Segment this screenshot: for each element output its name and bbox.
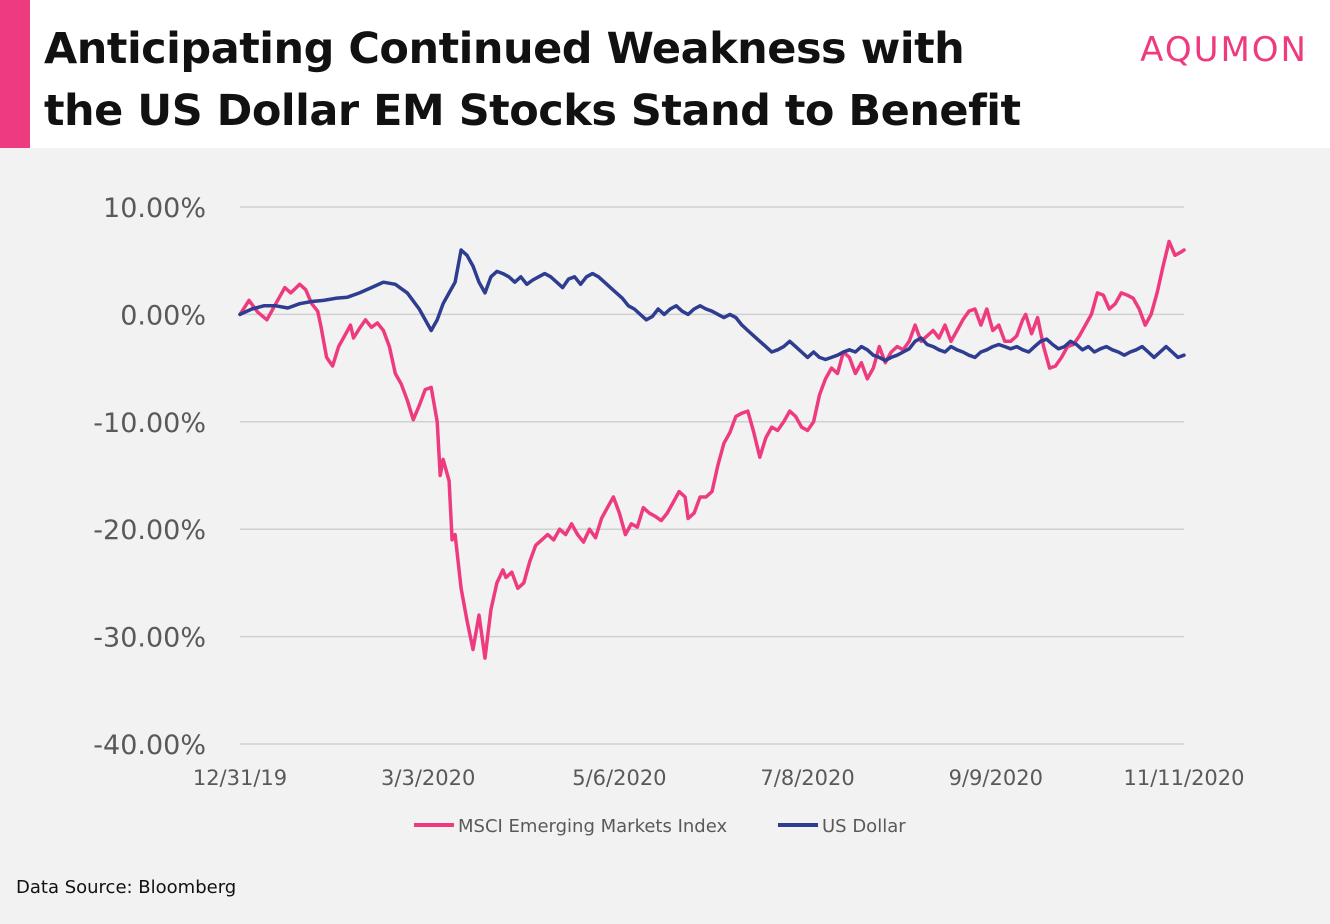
y-axis-tick-labels: 10.00% 0.00% -10.00% -20.00% -30.00% -40.00% [93,193,206,761]
x-tick-label: 5/6/2020 [572,766,666,790]
brand-logo: AQUMON [1140,30,1308,70]
x-tick-label: 9/9/2020 [949,766,1043,790]
y-tick-label: -20.00% [93,515,206,546]
series-line-0 [238,239,1186,660]
y-tick-label: -40.00% [93,730,206,761]
line-chart: 10.00%0.00%-10.00%-20.00%-30.00%-40.00% … [93,193,1245,837]
legend-label-0: MSCI Emerging Markets Index [458,816,727,837]
series-lines [238,239,1186,660]
y-tick-label: -30.00% [93,623,206,654]
x-axis-tick-labels: 12/31/19 3/3/2020 5/6/2020 7/8/2020 9/9/2020… [193,766,1245,790]
grid-lines [240,206,1184,745]
y-tick-label: 0.00% [120,300,206,331]
header: Anticipating Continued Weakness with the… [0,0,1330,148]
title-line-1: Anticipating Continued Weakness with [44,24,965,74]
x-tick-label: 3/3/2020 [381,766,475,790]
data-source: Data Source: Bloomberg [16,877,237,898]
title-accent-bar [0,0,30,148]
legend-label-1: US Dollar [822,816,906,837]
legend: MSCI Emerging Markets Index US Dollar [414,816,906,837]
x-tick-label: 7/8/2020 [760,766,854,790]
x-tick-label: 12/31/19 [193,766,287,790]
y-tick-label: 10.00% [103,193,206,224]
title-line-2: the US Dollar EM Stocks Stand to Benefit [44,86,1021,136]
x-tick-label: 11/11/2020 [1123,766,1244,790]
y-tick-label: -10.00% [93,408,206,439]
series-line-1 [238,248,1186,363]
page-title: Anticipating Continued Weakness with the… [44,18,1064,142]
